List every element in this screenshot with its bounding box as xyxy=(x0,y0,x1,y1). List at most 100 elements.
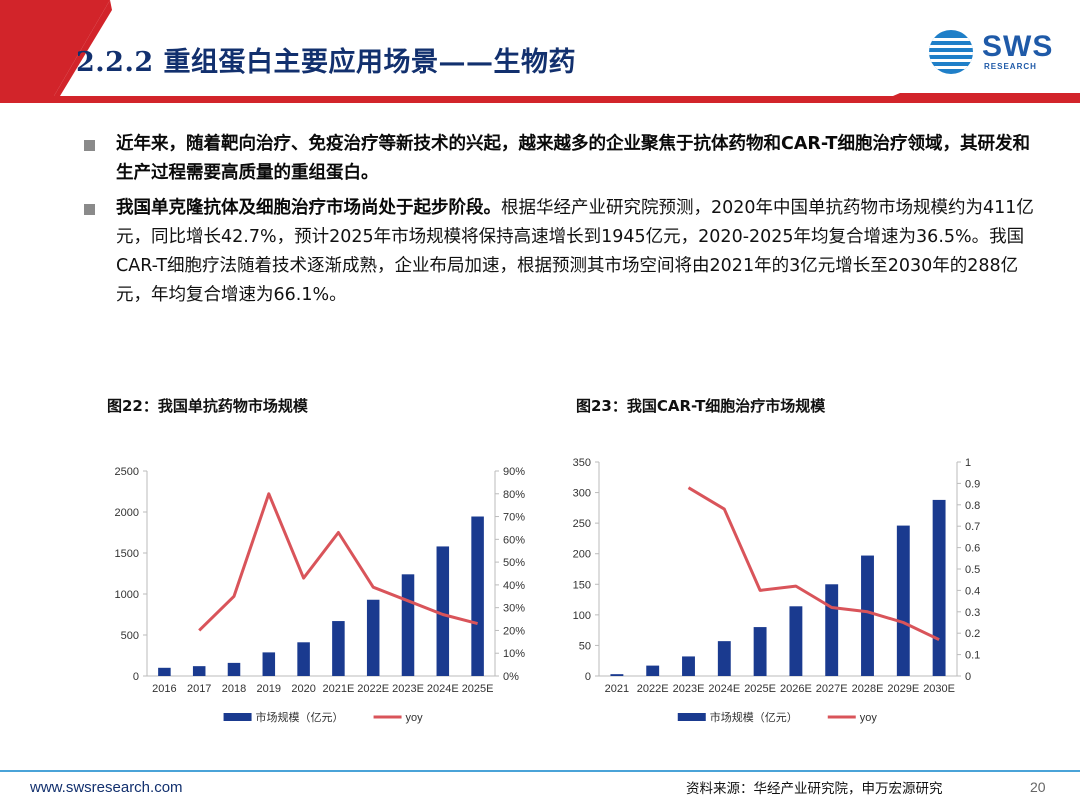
legend-line-label: yoy xyxy=(406,712,424,724)
y2-tick-label: 80% xyxy=(503,489,525,501)
bullet-item: 近年来，随着靶向治疗、免疫治疗等新技术的兴起，越来越多的企业聚焦于抗体药物和CA… xyxy=(84,130,1044,188)
legend-bar-swatch xyxy=(677,713,706,721)
bar xyxy=(366,599,380,676)
bar xyxy=(401,574,415,676)
bar xyxy=(436,546,450,676)
y-tick-label: 250 xyxy=(573,518,591,530)
page-number: 20 xyxy=(1030,779,1046,795)
bar xyxy=(610,674,624,676)
y2-tick-label: 0.2 xyxy=(965,628,980,640)
x-tick-label: 2021 xyxy=(605,683,629,695)
y2-tick-label: 50% xyxy=(503,557,525,569)
bar xyxy=(753,627,767,676)
x-tick-label: 2025E xyxy=(462,683,494,695)
footer-url[interactable]: www.swsresearch.com xyxy=(30,779,183,796)
x-tick-label: 2024E xyxy=(708,683,740,695)
x-tick-label: 2025E xyxy=(744,683,776,695)
bullet-item: 我国单克隆抗体及细胞治疗市场尚处于起步阶段。根据华经产业研究院预测，2020年中… xyxy=(84,194,1044,310)
y-tick-label: 2500 xyxy=(115,466,139,478)
cart-market-chart: 0 50 100 150 200 250 300 350 0 0.1 0.2 0.3 0.4 0.5 0.6… xyxy=(573,457,981,724)
bar xyxy=(192,666,206,676)
y2-tick-label: 0.6 xyxy=(965,543,980,555)
y-tick-label: 0 xyxy=(585,671,591,683)
bar xyxy=(646,665,660,676)
y2-tick-label: 60% xyxy=(503,534,525,546)
x-tick-label: 2022E xyxy=(357,683,389,695)
legend-line-label: yoy xyxy=(860,712,878,724)
antibody-market-chart: 0 500 1000 1500 2000 2500 0% 10% 20% 30% 40% 50% 60%… xyxy=(115,466,526,724)
x-tick-label: 2023E xyxy=(673,683,705,695)
x-tick-label: 2018 xyxy=(222,683,246,695)
footer-divider xyxy=(0,770,1080,772)
bar xyxy=(717,641,731,676)
bar xyxy=(262,652,276,676)
x-tick-label: 2024E xyxy=(427,683,459,695)
y-tick-label: 50 xyxy=(579,640,591,652)
legend-bar-label: 市场规模（亿元） xyxy=(710,710,798,724)
y2-tick-label: 0.5 xyxy=(965,564,980,576)
bar xyxy=(861,555,874,676)
bar xyxy=(825,584,839,676)
y-tick-label: 200 xyxy=(573,549,591,561)
y2-tick-label: 0.4 xyxy=(965,585,980,597)
x-tick-label: 2030E xyxy=(923,683,955,695)
y2-tick-label: 0.3 xyxy=(965,607,980,619)
bar xyxy=(158,667,171,676)
bar xyxy=(297,642,310,676)
x-tick-label: 2022E xyxy=(637,683,669,695)
y-tick-label: 1500 xyxy=(115,548,139,560)
y-tick-label: 100 xyxy=(573,610,591,622)
y-tick-label: 150 xyxy=(573,579,591,591)
bar xyxy=(682,656,695,676)
y2-tick-label: 10% xyxy=(503,648,525,660)
x-tick-label: 2019 xyxy=(257,683,281,695)
bar xyxy=(227,662,241,676)
bullet-bold-text: 近年来，随着靶向治疗、免疫治疗等新技术的兴起，越来越多的企业聚焦于抗体药物和CA… xyxy=(116,134,1030,183)
y-tick-label: 300 xyxy=(573,488,591,500)
y-tick-label: 350 xyxy=(573,457,591,469)
bullet-list: 近年来，随着靶向治疗、免疫治疗等新技术的兴起，越来越多的企业聚焦于抗体药物和CA… xyxy=(84,130,1044,316)
x-tick-label: 2026E xyxy=(780,683,812,695)
footer-source: 资料来源：华经产业研究院，申万宏源研究 xyxy=(686,781,943,797)
figure-22-title: 图22：我国单抗药物市场规模 xyxy=(107,397,308,415)
x-tick-label: 2028E xyxy=(852,683,884,695)
logo-text: SWS xyxy=(982,30,1054,63)
y2-tick-label: 0% xyxy=(503,671,519,683)
y2-tick-label: 20% xyxy=(503,625,525,637)
y2-tick-label: 0.8 xyxy=(965,500,980,512)
x-tick-label: 2029E xyxy=(887,683,919,695)
y2-tick-label: 1 xyxy=(965,457,971,469)
y2-tick-label: 0 xyxy=(965,671,971,683)
x-tick-label: 2021E xyxy=(322,683,354,695)
globe-icon xyxy=(929,30,973,74)
bar xyxy=(789,606,803,676)
bullet-square-icon xyxy=(84,204,95,215)
legend-bar-label: 市场规模（亿元） xyxy=(256,710,344,724)
x-tick-label: 2027E xyxy=(816,683,848,695)
figure-23-title: 图23：我国CAR-T细胞治疗市场规模 xyxy=(576,397,826,415)
y2-tick-label: 40% xyxy=(503,580,525,592)
y2-tick-label: 0.1 xyxy=(965,650,980,662)
bullet-text: 根据华经产业研究院预测，2020年中国单抗药物市场规模约为411亿元，同比增长4… xyxy=(116,198,1034,305)
bullet-square-icon xyxy=(84,140,95,151)
legend-bar-swatch xyxy=(223,713,252,721)
y-tick-label: 0 xyxy=(133,671,139,683)
y2-tick-label: 70% xyxy=(503,512,525,524)
x-tick-label: 2017 xyxy=(187,683,211,695)
yoy-line xyxy=(198,492,478,632)
x-tick-label: 2016 xyxy=(152,683,176,695)
x-tick-label: 2020 xyxy=(291,683,315,695)
header-decoration xyxy=(0,0,1080,103)
y-tick-label: 500 xyxy=(121,630,139,642)
y-tick-label: 2000 xyxy=(115,507,139,519)
bullet-bold-text: 我国单克隆抗体及细胞治疗市场尚处于起步阶段。 xyxy=(116,198,501,218)
y2-tick-label: 30% xyxy=(503,603,525,615)
logo-subtext: RESEARCH xyxy=(984,62,1037,71)
yoy-line xyxy=(687,486,940,641)
bar xyxy=(896,525,910,676)
bar xyxy=(471,516,484,676)
bar xyxy=(332,621,345,676)
page-title: 2.2.2 重组蛋白主要应用场景——生物药 xyxy=(76,47,577,78)
y2-tick-label: 0.7 xyxy=(965,521,980,533)
x-tick-label: 2023E xyxy=(392,683,424,695)
